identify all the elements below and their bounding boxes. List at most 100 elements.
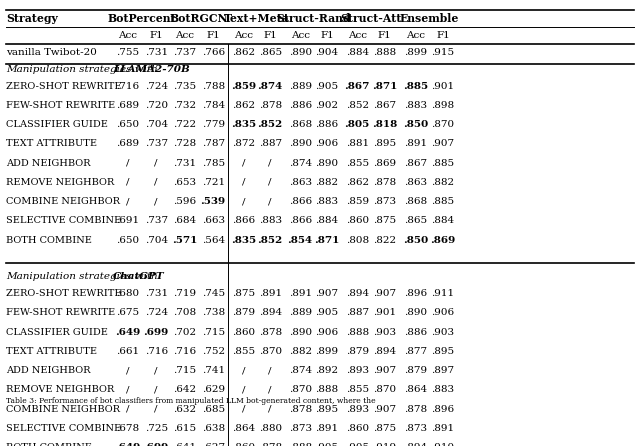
Text: SELECTIVE COMBINE: SELECTIVE COMBINE	[6, 424, 122, 433]
Text: .904: .904	[316, 48, 339, 58]
Text: .905: .905	[346, 443, 369, 446]
Text: .785: .785	[202, 159, 225, 168]
Text: .906: .906	[316, 327, 339, 337]
Text: .890: .890	[404, 308, 427, 317]
Text: .704: .704	[145, 120, 168, 129]
Text: F1: F1	[378, 31, 392, 40]
Text: /: /	[154, 405, 158, 413]
Text: .894: .894	[404, 443, 427, 446]
Text: .890: .890	[289, 48, 312, 58]
Text: .883: .883	[316, 197, 339, 206]
Text: .722: .722	[173, 120, 196, 129]
Text: Table 3: Performance of bot classifiers from manipulated LLM bot-generated conte: Table 3: Performance of bot classifiers …	[6, 397, 376, 405]
Text: /: /	[242, 197, 246, 206]
Text: Struct-Att: Struct-Att	[340, 13, 401, 24]
Text: .741: .741	[202, 366, 225, 375]
Text: .564: .564	[202, 235, 225, 245]
Text: .899: .899	[404, 48, 427, 58]
Text: .873: .873	[404, 424, 427, 433]
Text: Acc: Acc	[291, 31, 310, 40]
Text: .716: .716	[173, 347, 196, 356]
Text: .891: .891	[404, 140, 427, 149]
Text: .867: .867	[404, 159, 427, 168]
Text: .745: .745	[202, 289, 225, 298]
Text: .907: .907	[373, 405, 396, 413]
Text: .890: .890	[289, 327, 312, 337]
Text: .808: .808	[346, 235, 369, 245]
Text: .860: .860	[346, 216, 369, 225]
Text: .893: .893	[346, 366, 369, 375]
Text: .863: .863	[289, 178, 312, 187]
Text: .869: .869	[373, 159, 396, 168]
Text: Ensemble: Ensemble	[399, 13, 459, 24]
Text: ADD NEIGHBOR: ADD NEIGHBOR	[6, 366, 91, 375]
Text: .898: .898	[431, 101, 454, 110]
Text: .850: .850	[403, 120, 428, 129]
Text: .894: .894	[346, 289, 369, 298]
Text: Manipulation strategies with: Manipulation strategies with	[6, 272, 161, 281]
Text: ZERO-SHOT REWRITE: ZERO-SHOT REWRITE	[6, 289, 122, 298]
Text: .855: .855	[232, 347, 255, 356]
Text: .903: .903	[373, 327, 396, 337]
Text: .896: .896	[431, 405, 454, 413]
Text: .895: .895	[373, 140, 396, 149]
Text: .724: .724	[145, 82, 168, 91]
Text: /: /	[126, 197, 130, 206]
Text: .738: .738	[202, 308, 225, 317]
Text: Acc: Acc	[234, 31, 253, 40]
Text: .881: .881	[346, 140, 369, 149]
Text: REMOVE NEIGHBOR: REMOVE NEIGHBOR	[6, 385, 115, 394]
Text: .868: .868	[289, 120, 312, 129]
Text: .855: .855	[346, 159, 369, 168]
Text: .888: .888	[346, 327, 369, 337]
Text: .737: .737	[173, 48, 196, 58]
Text: BotPercent: BotPercent	[108, 13, 177, 24]
Text: .874: .874	[289, 159, 312, 168]
Text: .880: .880	[259, 424, 282, 433]
Text: .596: .596	[173, 197, 196, 206]
Text: .882: .882	[289, 347, 312, 356]
Text: vanilla Twibot-20: vanilla Twibot-20	[6, 48, 97, 58]
Text: .852: .852	[346, 101, 369, 110]
Text: .863: .863	[404, 178, 427, 187]
Text: .891: .891	[259, 289, 282, 298]
Text: .889: .889	[289, 82, 312, 91]
Text: .866: .866	[232, 216, 255, 225]
Text: .870: .870	[373, 385, 396, 394]
Text: .571: .571	[172, 235, 198, 245]
Text: /: /	[268, 178, 272, 187]
Text: /: /	[268, 405, 272, 413]
Text: .906: .906	[316, 140, 339, 149]
Text: .788: .788	[202, 82, 225, 91]
Text: .884: .884	[346, 48, 369, 58]
Text: .850: .850	[403, 235, 428, 245]
Text: /: /	[242, 159, 246, 168]
Text: .895: .895	[316, 405, 339, 413]
Text: .889: .889	[289, 308, 312, 317]
Text: .699: .699	[143, 327, 169, 337]
Text: Struct-Rand: Struct-Rand	[276, 13, 351, 24]
Text: .891: .891	[316, 424, 339, 433]
Text: .735: .735	[173, 82, 196, 91]
Text: .879: .879	[346, 347, 369, 356]
Text: /: /	[154, 197, 158, 206]
Text: .878: .878	[289, 405, 312, 413]
Text: .887: .887	[346, 308, 369, 317]
Text: .897: .897	[431, 366, 454, 375]
Text: .878: .878	[404, 405, 427, 413]
Text: .883: .883	[404, 101, 427, 110]
Text: /: /	[126, 405, 130, 413]
Text: Text+Meta: Text+Meta	[224, 13, 290, 24]
Text: .899: .899	[316, 347, 339, 356]
Text: .629: .629	[202, 385, 225, 394]
Text: .870: .870	[259, 347, 282, 356]
Text: .873: .873	[373, 197, 396, 206]
Text: .689: .689	[116, 101, 140, 110]
Text: .691: .691	[116, 216, 140, 225]
Text: .906: .906	[431, 308, 454, 317]
Text: .822: .822	[373, 235, 396, 245]
Text: Manipulation strategies with: Manipulation strategies with	[6, 65, 161, 74]
Text: .883: .883	[259, 216, 282, 225]
Text: .882: .882	[316, 178, 339, 187]
Text: .859: .859	[346, 197, 369, 206]
